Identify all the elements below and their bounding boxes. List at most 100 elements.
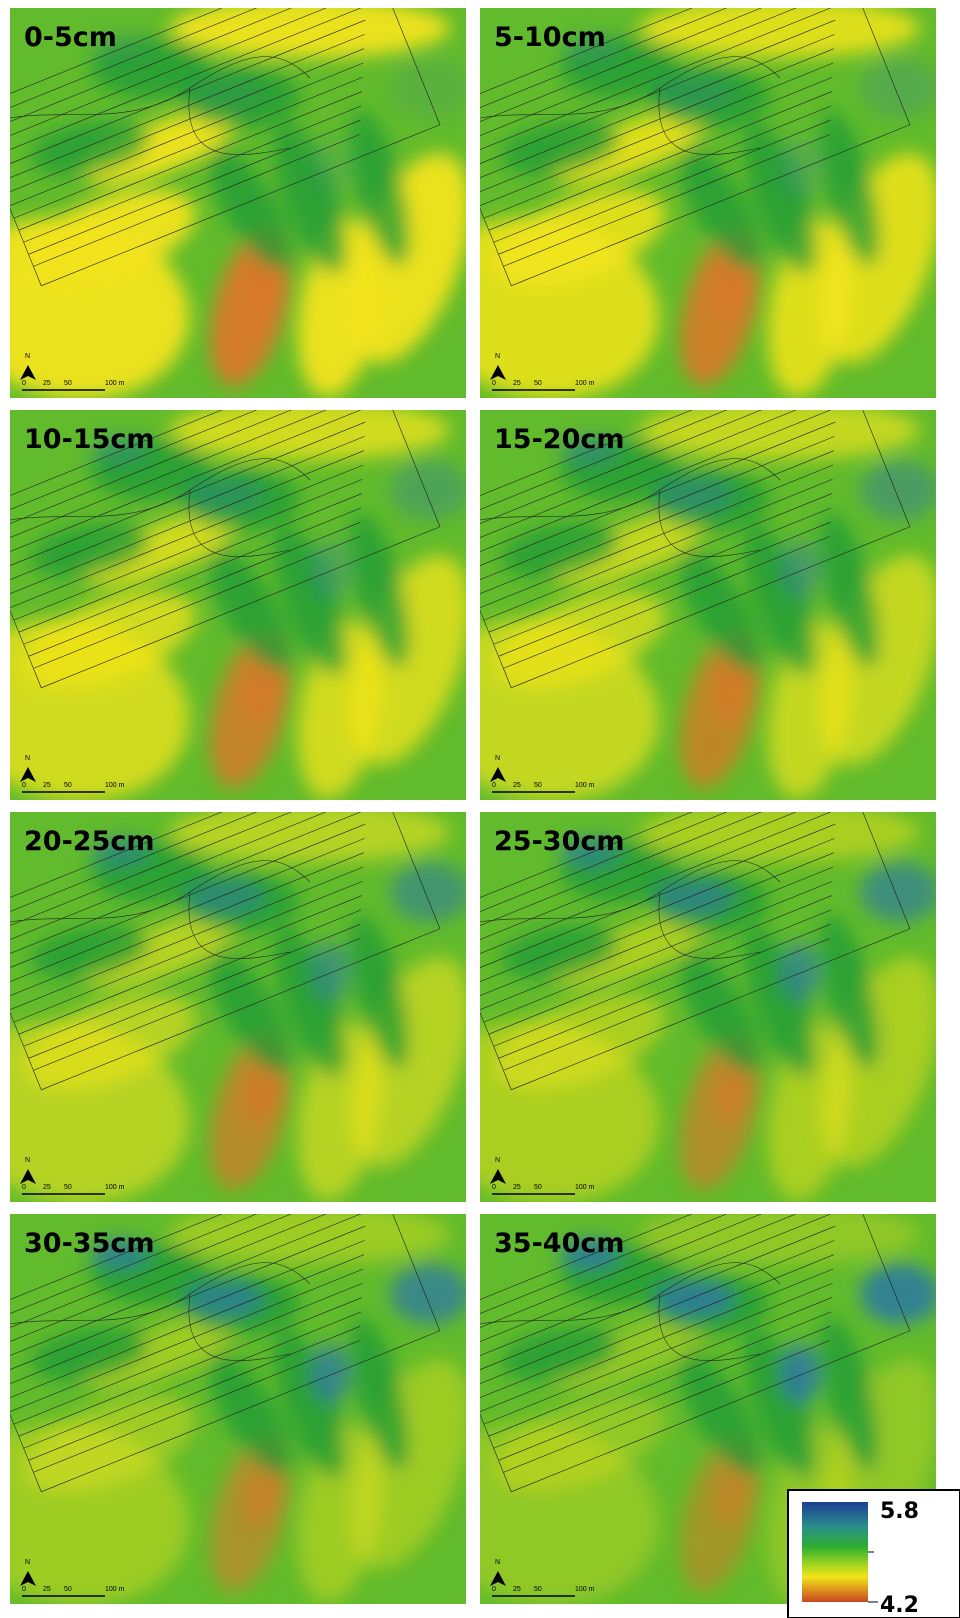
scale-label: 50 (64, 380, 72, 387)
scale-label: 100 m (575, 782, 595, 789)
map-raster (406, 0, 960, 417)
scale-label: 100 m (105, 1184, 125, 1191)
page: 0-5cmN02550100 m5-10cmN02550100 m10-15cm… (0, 0, 960, 1618)
map-zone (860, 1264, 940, 1324)
scale-label: 50 (534, 1586, 542, 1593)
legend-min: 4.2 (880, 1593, 919, 1618)
map-panel: 30-35cm N 0 25 50 100 m (0, 1155, 495, 1618)
map-zone (860, 58, 940, 118)
map-zone (185, 1281, 265, 1317)
map-panel: 15-20cm N 0 25 50 100 m (406, 351, 960, 820)
map-panel: 20-25cm N 0 25 50 100 m (0, 753, 495, 1222)
map-grid: 0-5cmN02550100 m5-10cmN02550100 m10-15cm… (0, 0, 960, 1618)
panel-label: 10-15cm (24, 424, 155, 455)
panel-label: 0-5cm (24, 22, 117, 53)
map-zone (310, 540, 350, 600)
scale-label: 50 (64, 782, 72, 789)
map-panel: 5-10cm N 0 25 50 100 m (406, 0, 960, 417)
map-panel: 10-15cm N 0 25 50 100 m (0, 351, 495, 820)
map-zone (390, 58, 470, 118)
north-label: N (25, 1157, 30, 1164)
map-raster (406, 351, 960, 820)
map-zone (390, 1264, 470, 1324)
map-raster (406, 753, 960, 1222)
map-raster (0, 0, 495, 417)
panel-label: 5-10cm (494, 22, 606, 53)
map-zone (390, 460, 470, 520)
scale-label: 100 m (575, 1184, 595, 1191)
legend: 5.8 4.2 (788, 1490, 960, 1618)
map-zone (655, 1281, 735, 1317)
map-zone (640, 0, 920, 58)
map-raster (0, 753, 495, 1222)
scale-label: 0 (492, 1586, 496, 1593)
scale-label: 25 (513, 1184, 521, 1191)
scale-label: 25 (513, 782, 521, 789)
map-zone (640, 1204, 920, 1264)
scale-label: 25 (513, 1586, 521, 1593)
scale-label: 50 (534, 1184, 542, 1191)
map-zone (170, 0, 450, 58)
scale-label: 100 m (105, 782, 125, 789)
map-zone (310, 1344, 350, 1404)
map-zone (655, 75, 735, 111)
scale-label: 25 (513, 380, 521, 387)
map-zone (860, 460, 940, 520)
scale-label: 100 m (105, 380, 125, 387)
panel-label: 35-40cm (494, 1228, 625, 1259)
scale-label: 50 (534, 782, 542, 789)
map-panel: 0-5cm N 0 25 50 100 m (0, 0, 495, 417)
north-label: N (495, 1157, 500, 1164)
scale-label: 100 m (575, 380, 595, 387)
north-label: N (495, 1559, 500, 1566)
scale-label: 100 m (575, 1586, 595, 1593)
map-zone (310, 942, 350, 1002)
map-zone (310, 138, 350, 198)
legend-ramp (802, 1502, 868, 1602)
map-zone (390, 862, 470, 922)
north-label: N (25, 353, 30, 360)
scale-label: 25 (43, 1586, 51, 1593)
map-raster (0, 1155, 495, 1618)
map-zone (780, 942, 820, 1002)
map-zone (655, 477, 735, 513)
map-zone (640, 400, 920, 460)
map-zone (170, 400, 450, 460)
map-zone (170, 1204, 450, 1264)
scale-label: 0 (492, 782, 496, 789)
scale-label: 0 (492, 1184, 496, 1191)
scale-label: 50 (64, 1586, 72, 1593)
panel-label: 30-35cm (24, 1228, 155, 1259)
scale-label: 50 (534, 380, 542, 387)
scale-label: 0 (22, 782, 26, 789)
north-label: N (25, 1559, 30, 1566)
scale-label: 0 (22, 380, 26, 387)
map-zone (640, 802, 920, 862)
panel-label: 15-20cm (494, 424, 625, 455)
map-zone (170, 802, 450, 862)
panel-label: 25-30cm (494, 826, 625, 857)
map-zone (655, 879, 735, 915)
scale-label: 0 (22, 1184, 26, 1191)
panel-label: 20-25cm (24, 826, 155, 857)
scale-label: 25 (43, 1184, 51, 1191)
map-zone (185, 477, 265, 513)
map-zone (860, 862, 940, 922)
north-label: N (25, 755, 30, 762)
map-zone (780, 1344, 820, 1404)
north-label: N (495, 353, 500, 360)
scale-label: 100 m (105, 1586, 125, 1593)
map-zone (780, 138, 820, 198)
scale-label: 0 (22, 1586, 26, 1593)
legend-max: 5.8 (880, 1499, 919, 1524)
scale-label: 50 (64, 1184, 72, 1191)
scale-label: 25 (43, 380, 51, 387)
map-panel: 25-30cm N 0 25 50 100 m (406, 753, 960, 1222)
north-label: N (495, 755, 500, 762)
scale-label: 0 (492, 380, 496, 387)
scale-label: 25 (43, 782, 51, 789)
map-raster (0, 351, 495, 820)
map-zone (185, 879, 265, 915)
map-zone (185, 75, 265, 111)
map-zone (780, 540, 820, 600)
